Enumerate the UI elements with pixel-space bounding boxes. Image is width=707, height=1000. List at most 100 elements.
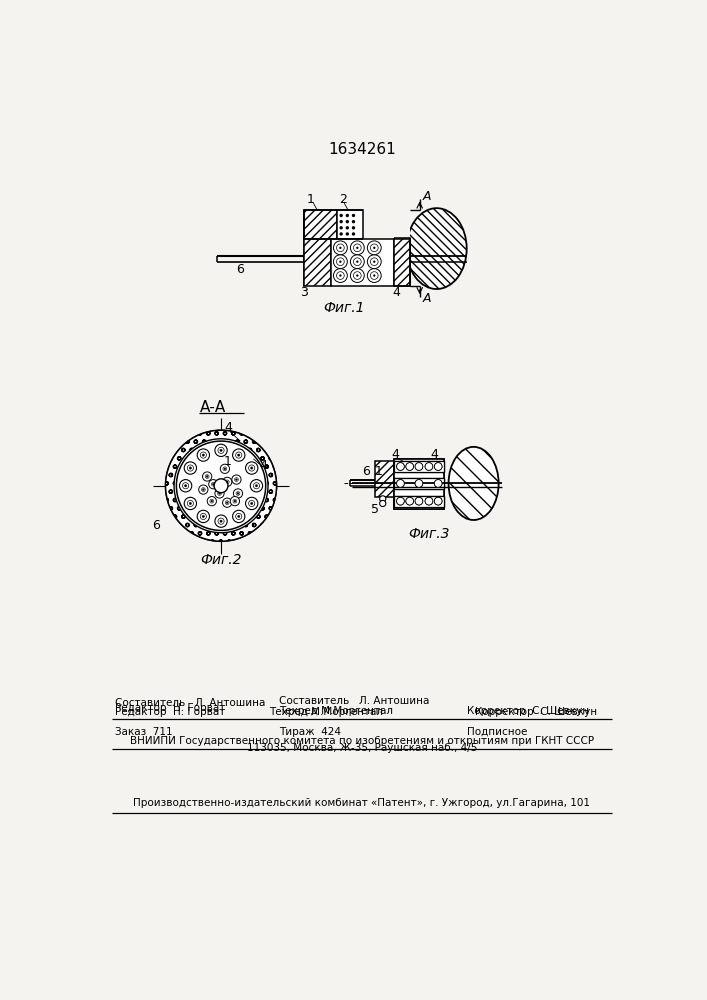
Text: Редактор  Н. Горват: Редактор Н. Горват: [115, 703, 225, 713]
Circle shape: [233, 499, 237, 503]
Circle shape: [334, 269, 347, 282]
Circle shape: [352, 232, 355, 236]
Circle shape: [406, 497, 414, 505]
Text: Подписное: Подписное: [467, 727, 528, 737]
Circle shape: [397, 480, 404, 487]
Circle shape: [351, 269, 364, 282]
Circle shape: [351, 241, 364, 255]
Circle shape: [368, 255, 381, 269]
Circle shape: [351, 269, 364, 282]
Circle shape: [337, 244, 344, 252]
Text: 4: 4: [431, 448, 438, 461]
Circle shape: [368, 241, 381, 255]
Circle shape: [415, 480, 423, 487]
Bar: [304, 206, 411, 287]
Circle shape: [226, 502, 228, 504]
Circle shape: [337, 272, 344, 279]
Circle shape: [185, 497, 197, 510]
Bar: [375, 461, 395, 497]
Circle shape: [373, 261, 375, 263]
Circle shape: [356, 247, 358, 249]
Circle shape: [232, 475, 241, 484]
Circle shape: [352, 220, 355, 223]
Circle shape: [397, 497, 404, 505]
Circle shape: [230, 497, 240, 506]
Circle shape: [215, 515, 227, 527]
Circle shape: [334, 255, 347, 269]
Bar: [395, 496, 444, 507]
Circle shape: [226, 480, 229, 484]
Circle shape: [182, 483, 189, 489]
Circle shape: [368, 241, 381, 255]
Circle shape: [202, 454, 204, 456]
Circle shape: [218, 447, 224, 453]
Circle shape: [415, 463, 423, 470]
Circle shape: [373, 247, 375, 249]
Circle shape: [434, 463, 442, 470]
Circle shape: [346, 214, 349, 217]
Circle shape: [200, 513, 206, 520]
Circle shape: [415, 497, 423, 505]
Circle shape: [337, 244, 344, 252]
Circle shape: [339, 214, 343, 217]
Circle shape: [339, 226, 343, 229]
Circle shape: [206, 476, 208, 477]
Circle shape: [207, 497, 216, 506]
Circle shape: [339, 226, 343, 229]
Circle shape: [425, 463, 433, 470]
Circle shape: [346, 232, 349, 236]
Text: 4: 4: [391, 448, 399, 461]
Circle shape: [197, 449, 209, 461]
Text: 113035, Москва, Ж-35, Раушская наб., 4/5: 113035, Москва, Ж-35, Раушская наб., 4/5: [247, 743, 477, 753]
Circle shape: [339, 274, 341, 277]
Circle shape: [189, 467, 192, 469]
Wedge shape: [165, 430, 276, 541]
Circle shape: [215, 444, 227, 456]
Circle shape: [214, 479, 228, 493]
Text: Составитель   Л. Антошина: Составитель Л. Антошина: [115, 698, 265, 708]
Bar: [395, 238, 409, 286]
Bar: [331, 238, 395, 286]
Circle shape: [373, 247, 375, 249]
Circle shape: [223, 477, 232, 487]
Circle shape: [346, 214, 349, 217]
Circle shape: [209, 480, 218, 489]
Circle shape: [234, 500, 236, 502]
Circle shape: [434, 463, 442, 470]
Circle shape: [339, 247, 341, 249]
Circle shape: [354, 244, 361, 252]
Circle shape: [250, 467, 253, 469]
Circle shape: [237, 493, 239, 494]
Circle shape: [218, 492, 221, 495]
Circle shape: [370, 258, 378, 266]
Circle shape: [334, 255, 347, 269]
Circle shape: [352, 214, 355, 217]
Circle shape: [373, 261, 375, 263]
Bar: [304, 210, 337, 239]
Circle shape: [187, 465, 194, 471]
Circle shape: [351, 255, 364, 269]
Circle shape: [238, 454, 240, 456]
Circle shape: [211, 500, 213, 502]
Circle shape: [223, 467, 227, 471]
Circle shape: [249, 500, 255, 507]
Circle shape: [434, 480, 442, 487]
Text: А: А: [423, 190, 431, 204]
Text: Фиг.1: Фиг.1: [324, 301, 365, 315]
Circle shape: [337, 258, 344, 266]
Bar: [304, 239, 331, 286]
Text: Заказ  711: Заказ 711: [115, 727, 173, 737]
Circle shape: [245, 462, 258, 474]
Circle shape: [346, 226, 349, 229]
Text: Фиг.3: Фиг.3: [408, 527, 450, 541]
Circle shape: [370, 244, 378, 252]
Circle shape: [346, 220, 349, 223]
Circle shape: [176, 441, 266, 530]
Circle shape: [339, 232, 343, 236]
Circle shape: [226, 501, 229, 505]
Circle shape: [406, 463, 414, 470]
Circle shape: [370, 258, 378, 266]
Circle shape: [250, 502, 253, 505]
Circle shape: [356, 247, 358, 249]
Circle shape: [415, 463, 423, 470]
